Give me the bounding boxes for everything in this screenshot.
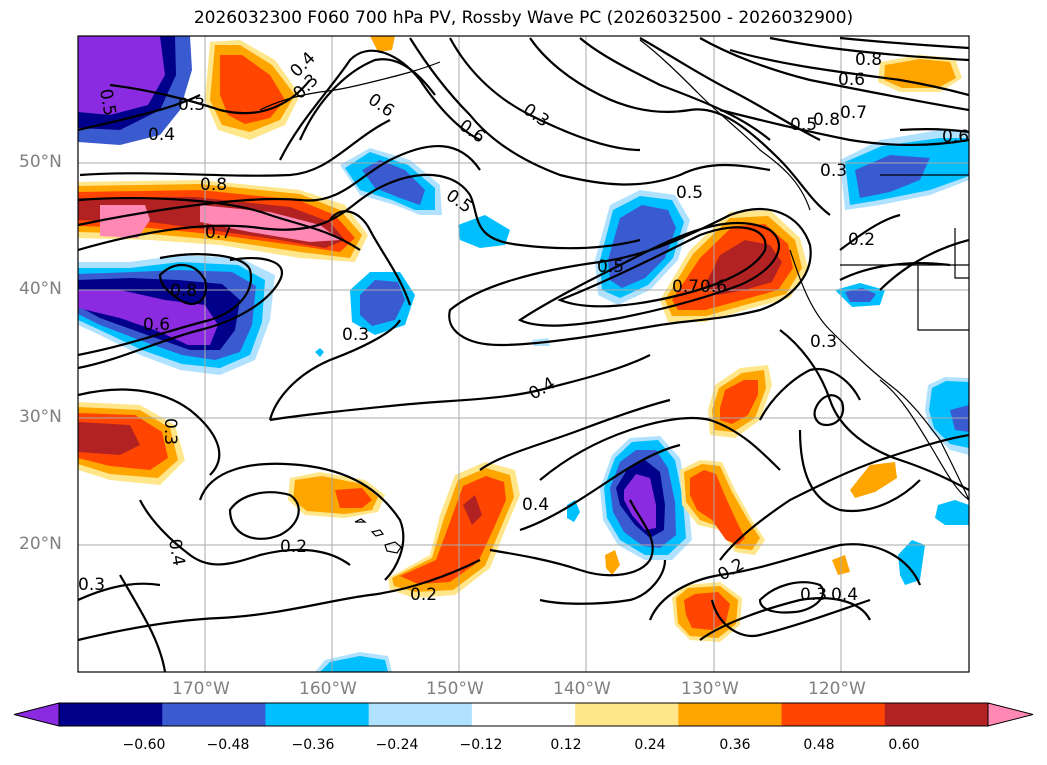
contour-label: 0.2 xyxy=(280,537,307,557)
colorbar-segment xyxy=(575,703,679,726)
lat-lon-gridlines xyxy=(78,36,969,672)
colorbar-outline xyxy=(58,702,989,727)
contour-label: 0.8 xyxy=(855,50,882,70)
contour-label: 0.6 xyxy=(364,90,398,122)
lon-label-120w: 120°W xyxy=(808,679,866,699)
contour-label: 0.3 xyxy=(178,95,205,115)
colorbar-segment xyxy=(368,703,473,726)
hawaii-islands xyxy=(354,518,402,554)
lon-label-160w: 160°W xyxy=(299,679,357,699)
colorbar-extend-high xyxy=(987,702,1034,727)
lon-label-130w: 130°W xyxy=(681,679,739,699)
contour-label: 0.5 xyxy=(790,115,817,135)
pv-contours xyxy=(78,36,969,672)
contour-label: 0.2 xyxy=(410,585,437,605)
contour-label: 0.2 xyxy=(848,230,875,250)
contour-label: 0.4 xyxy=(148,125,175,145)
map-title: 2026032300 F060 700 hPa PV, Rossby Wave … xyxy=(193,8,854,28)
colorbar-tick: −0.24 xyxy=(375,737,419,753)
contour-label: 0.5 xyxy=(676,183,703,203)
lon-label-140w: 140°W xyxy=(553,679,611,699)
colorbar-segment xyxy=(162,703,266,726)
lat-label-50n: 50°N xyxy=(19,152,62,172)
colorbar-segment xyxy=(265,703,370,726)
colorbar-tick: 0.24 xyxy=(634,737,666,753)
colorbar-tick: 0.12 xyxy=(550,737,582,753)
colorbar-tick: 0.36 xyxy=(719,737,751,753)
lat-label-30n: 30°N xyxy=(19,407,62,427)
colorbar-tick: −0.12 xyxy=(459,737,503,753)
contour-label: 0.5 xyxy=(442,186,476,218)
colorbar-tick: −0.36 xyxy=(291,737,335,753)
pv-anomaly-shading xyxy=(78,36,969,672)
colorbar-tick: −0.48 xyxy=(206,737,250,753)
contour-label: 0.5 xyxy=(95,87,119,117)
contour-label: 0.3 xyxy=(342,325,369,345)
contour-label: 0.3 xyxy=(78,575,105,595)
contour-label: 0.7 xyxy=(672,277,699,297)
colorbar-tick: −0.60 xyxy=(122,737,166,753)
contour-label: 0.8 xyxy=(813,110,840,130)
contour-label: 0.3 xyxy=(519,100,553,132)
colorbar-segment xyxy=(884,703,989,726)
contour-label: 0.3 xyxy=(810,332,837,352)
contour-label: 0.6 xyxy=(838,70,865,90)
contour-label: 0.4 xyxy=(526,373,559,404)
colorbar-segment xyxy=(678,703,783,726)
colorbar-extend-low xyxy=(13,702,60,727)
contour-label: 0.6 xyxy=(455,116,489,148)
lat-label-40n: 40°N xyxy=(19,279,62,299)
contour-label: 0.4 xyxy=(164,537,188,567)
contour-labels: 0.5 0.30.40.70.80.60.30.40.60.60.80.60.50… xyxy=(78,48,969,605)
contour-label: 0.7 xyxy=(840,103,867,123)
lon-label-150w: 150°W xyxy=(426,679,484,699)
contour-label: 0.6 xyxy=(700,277,727,297)
contour-label: 0.3 xyxy=(800,585,827,605)
contour-label: 0.5 xyxy=(597,257,624,277)
contour-label: 0.8 xyxy=(170,281,197,301)
colorbar-tick: 0.48 xyxy=(803,737,835,753)
colorbar-segment xyxy=(471,703,576,726)
map-frame xyxy=(77,35,970,673)
colorbar-segment xyxy=(781,703,886,726)
coastlines xyxy=(259,39,969,501)
contour-label: 0.6 xyxy=(942,127,969,147)
contour-label: 0.4 xyxy=(522,495,549,515)
contour-label: 0.4 xyxy=(831,585,858,605)
lon-label-170w: 170°W xyxy=(172,679,230,699)
contour-label: 0.3 xyxy=(160,418,180,445)
colorbar-segment xyxy=(59,703,163,726)
contour-label: 0.7 xyxy=(205,223,232,243)
colorbar xyxy=(13,702,1034,727)
lat-label-20n: 20°N xyxy=(19,534,62,554)
contour-label: 0.3 xyxy=(820,161,847,181)
contour-label: 0.6 xyxy=(143,315,170,335)
contour-label: 0.8 xyxy=(200,175,227,195)
colorbar-tick: 0.60 xyxy=(888,737,920,753)
